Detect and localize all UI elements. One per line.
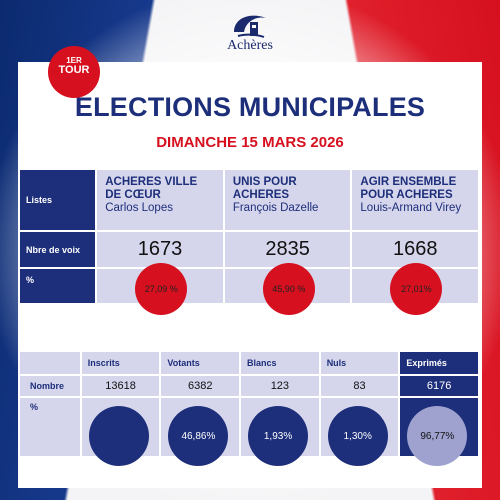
- count-cell: 83: [320, 376, 399, 396]
- column-header: Inscrits: [81, 352, 160, 374]
- list-leader: François Dazelle: [232, 202, 319, 214]
- votes-cell: 2835: [224, 232, 351, 267]
- list-name-line1: UNIS POUR: [232, 176, 297, 188]
- votes-value: 1668: [392, 238, 438, 260]
- votes-cell: 1668: [352, 232, 478, 267]
- percent-cell: 27,09 %: [97, 263, 223, 315]
- column-header: Nuls: [320, 352, 399, 374]
- city-crest-icon: [234, 15, 266, 38]
- participation-header-row: Inscrits Votants Blancs Nuls Exprimés: [20, 352, 478, 374]
- row-label-lists: Listes: [20, 170, 96, 230]
- percent-row: % 27,09 % 45,90 % 27,01%: [20, 263, 478, 315]
- city-logo: Achères: [210, 10, 290, 65]
- percent-cell: 46,86%: [161, 398, 240, 466]
- count-cell: 6382: [161, 376, 240, 396]
- percent-circle: 27,09 %: [135, 263, 188, 315]
- row-label-percent: %: [20, 398, 80, 456]
- count-value: 6382: [187, 380, 213, 392]
- votes-value: 1673: [137, 238, 183, 260]
- list-name-line2: ACHERES: [232, 189, 290, 201]
- list-leader: Carlos Lopes: [105, 202, 173, 214]
- list-cell: AGIR ENSEMBLE POUR ACHERES Louis-Armand …: [352, 170, 478, 230]
- results-table: Listes ACHERES VILLE DE CŒUR Carlos Lope…: [20, 170, 478, 315]
- percent-circle: [88, 406, 149, 466]
- list-name-line1: ACHERES VILLE: [105, 176, 198, 188]
- list-name-line2: DE CŒUR: [105, 189, 161, 201]
- count-value: 83: [353, 380, 366, 392]
- column-label: Votants: [167, 358, 200, 368]
- lists-row: Listes ACHERES VILLE DE CŒUR Carlos Lope…: [20, 170, 478, 230]
- count-value: 123: [270, 380, 290, 392]
- column-label: Exprimés: [406, 358, 447, 368]
- list-cell: UNIS POUR ACHERES François Dazelle: [224, 170, 351, 230]
- percent-cell: 27,01%: [352, 263, 478, 315]
- count-cell: 6176: [400, 376, 478, 396]
- empty-corner: [20, 352, 80, 374]
- votes-value: 2835: [265, 238, 310, 260]
- badge-superscript: 1ER: [66, 56, 82, 65]
- count-value: 6176: [426, 380, 452, 392]
- percent-cell: 1,30%: [320, 398, 399, 466]
- percent-circle: 46,86%: [168, 406, 229, 466]
- column-label: Blancs: [247, 358, 277, 368]
- percent-circle: 1,30%: [327, 406, 388, 466]
- votes-row: Nbre de voix 1673 2835 1668: [20, 232, 478, 267]
- percent-cell: 96,77%: [400, 398, 478, 466]
- column-header: Blancs: [241, 352, 319, 374]
- badge-text: TOUR: [58, 64, 90, 76]
- list-leader: Louis-Armand Virey: [360, 202, 462, 214]
- page-title: ÉLECTIONS MUNICIPALES: [74, 92, 426, 122]
- percent-cell: 45,90 %: [224, 263, 351, 315]
- percent-circle: 27,01%: [390, 263, 443, 315]
- row-label-votes: Nbre de voix: [20, 232, 96, 267]
- column-label: Inscrits: [87, 358, 120, 368]
- row-label-percent: %: [20, 269, 96, 303]
- count-cell: 123: [241, 376, 319, 396]
- page-subtitle: DIMANCHE 15 MARS 2026: [156, 134, 344, 151]
- count-cell: 13618: [81, 376, 160, 396]
- round-badge: 1ER TOUR: [48, 46, 100, 98]
- percent-circle: 45,90 %: [262, 263, 315, 315]
- list-cell: ACHERES VILLE DE CŒUR Carlos Lopes: [97, 170, 223, 230]
- column-label: Nuls: [326, 358, 347, 368]
- logo-text: Achères: [227, 38, 273, 53]
- votes-cell: 1673: [97, 232, 223, 267]
- column-header: Exprimés: [400, 352, 478, 374]
- count-value: 13618: [105, 380, 136, 392]
- participation-count-row: Nombre 13618 6382 123 83 6176: [20, 376, 478, 396]
- list-name-line2: POUR ACHERES: [360, 189, 453, 201]
- percent-circle: 96,77%: [407, 406, 468, 466]
- percent-circle: 1,93%: [248, 406, 309, 466]
- list-name-line1: AGIR ENSEMBLE: [360, 176, 457, 188]
- participation-percent-row: % 46,86% 1,93% 1,30% 96,77%: [20, 398, 478, 466]
- column-header: Votants: [161, 352, 240, 374]
- percent-cell: [81, 398, 160, 466]
- participation-table: Inscrits Votants Blancs Nuls Exprimés No…: [20, 352, 478, 466]
- row-label-count: Nombre: [20, 376, 80, 396]
- percent-cell: 1,93%: [241, 398, 319, 466]
